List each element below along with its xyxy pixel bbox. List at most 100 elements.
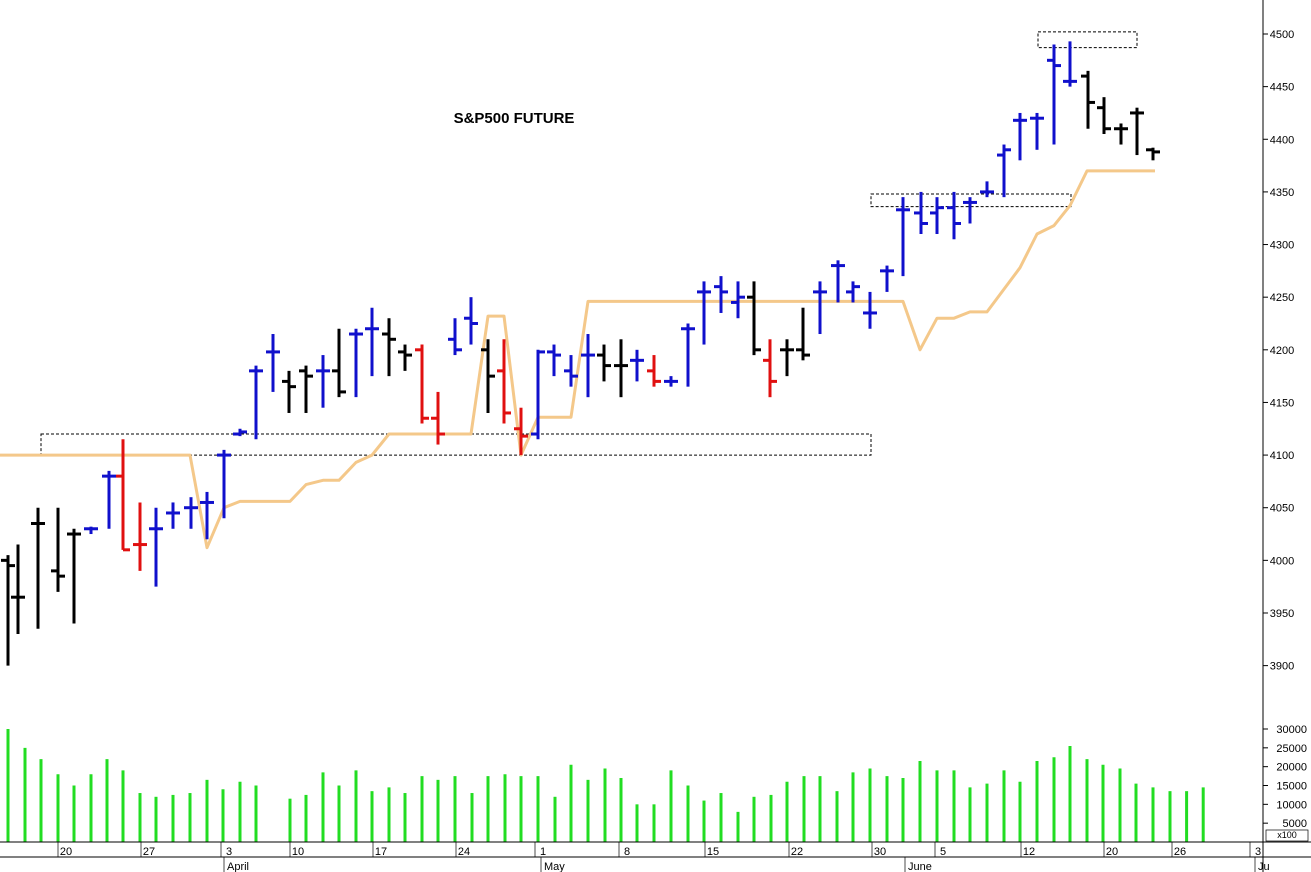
volume-tick-label: 20000 [1276, 762, 1307, 774]
x-day-label: 20 [60, 846, 72, 858]
volume-unit-label: x100 [1277, 830, 1297, 840]
price-bar [780, 339, 794, 377]
x-day-label: 8 [624, 846, 630, 858]
price-bar [963, 197, 977, 224]
price-bar [614, 339, 628, 398]
price-bar [464, 297, 478, 345]
price-bar [597, 344, 611, 382]
price-bar [731, 281, 745, 319]
price-bar [233, 428, 247, 437]
x-day-label: 15 [707, 846, 719, 858]
price-bar [880, 265, 894, 292]
price-bar [581, 334, 595, 398]
price-bar [448, 318, 462, 356]
x-month-label: June [908, 861, 932, 872]
price-bar [1013, 112, 1027, 161]
price-bar [1081, 70, 1095, 129]
x-day-label: 3 [1255, 846, 1261, 858]
price-bar [1097, 97, 1111, 135]
price-bar [217, 449, 231, 519]
volume-tick-label: 5000 [1283, 818, 1307, 830]
x-month-label: Ju [1258, 861, 1270, 872]
price-bar [747, 281, 761, 356]
price-bar [249, 365, 263, 440]
price-tick-label: 4500 [1270, 29, 1294, 41]
price-bar [365, 307, 379, 377]
x-day-label: 12 [1023, 846, 1035, 858]
price-bar [11, 544, 25, 635]
x-month-label: May [544, 861, 565, 872]
price-bar [133, 502, 147, 571]
price-bar [497, 339, 511, 424]
x-day-label: 24 [458, 846, 470, 858]
price-tick-label: 4000 [1270, 555, 1294, 567]
price-bar [1, 555, 15, 666]
price-bar [863, 291, 877, 329]
price-bar [846, 281, 860, 303]
price-bar [980, 181, 994, 198]
price-bar [431, 391, 445, 445]
price-bar [299, 365, 313, 413]
support-line-group [0, 169, 1155, 550]
x-day-label: 22 [791, 846, 803, 858]
x-month-label: April [227, 861, 249, 872]
price-bar [102, 470, 116, 529]
price-bar [1047, 44, 1061, 145]
price-bar [266, 334, 280, 392]
price-bar [282, 370, 296, 413]
price-bar [166, 502, 180, 529]
price-bar [664, 376, 678, 387]
chart-title: S&P500 FUTURE [454, 110, 575, 127]
price-bar [481, 339, 495, 413]
price-bar [67, 528, 81, 624]
price-bar [997, 144, 1011, 198]
price-bar [1146, 147, 1160, 161]
price-bar [398, 344, 412, 371]
price-bar [763, 339, 777, 398]
price-bar [1063, 41, 1077, 87]
price-tick-label: 4400 [1270, 134, 1294, 146]
price-bar [697, 281, 711, 345]
price-bar [349, 328, 363, 398]
price-bar [930, 197, 944, 235]
price-bar [547, 344, 561, 377]
price-bar [316, 355, 330, 408]
price-bar [564, 355, 578, 387]
price-bar [184, 497, 198, 529]
x-day-label: 17 [375, 846, 387, 858]
price-bar [831, 260, 845, 303]
price-tick-label: 4050 [1270, 503, 1294, 515]
consolidation-box [1037, 31, 1138, 49]
price-bar [531, 349, 545, 440]
volume-tick-label: 15000 [1276, 781, 1307, 793]
price-bar [714, 276, 728, 313]
x-day-label: 30 [874, 846, 886, 858]
support-line [0, 169, 1155, 550]
volume-tick-label: 25000 [1276, 743, 1307, 755]
x-day-label: 27 [143, 846, 155, 858]
price-bar [332, 328, 346, 398]
price-bar [84, 526, 98, 535]
x-day-label: 10 [292, 846, 304, 858]
volume-unit-box [1265, 829, 1309, 842]
price-tick-label: 4350 [1270, 187, 1294, 199]
price-tick-label: 4450 [1270, 82, 1294, 94]
price-tick-label: 4300 [1270, 240, 1294, 252]
price-bar [914, 191, 928, 235]
price-bar [1114, 123, 1128, 145]
price-bar [896, 197, 910, 277]
price-bar [647, 355, 661, 387]
price-tick-label: 4150 [1270, 397, 1294, 409]
x-day-label: 26 [1174, 846, 1186, 858]
price-bar [382, 318, 396, 377]
volume-tick-label: 30000 [1276, 724, 1307, 736]
price-tick-label: 3900 [1270, 661, 1294, 673]
price-tick-label: 4250 [1270, 292, 1294, 304]
price-bar [1130, 107, 1144, 156]
volume-bars [6, 729, 1205, 842]
volume-tick-label: 10000 [1276, 799, 1307, 811]
x-day-label: 1 [540, 846, 546, 858]
price-bar [630, 349, 644, 382]
